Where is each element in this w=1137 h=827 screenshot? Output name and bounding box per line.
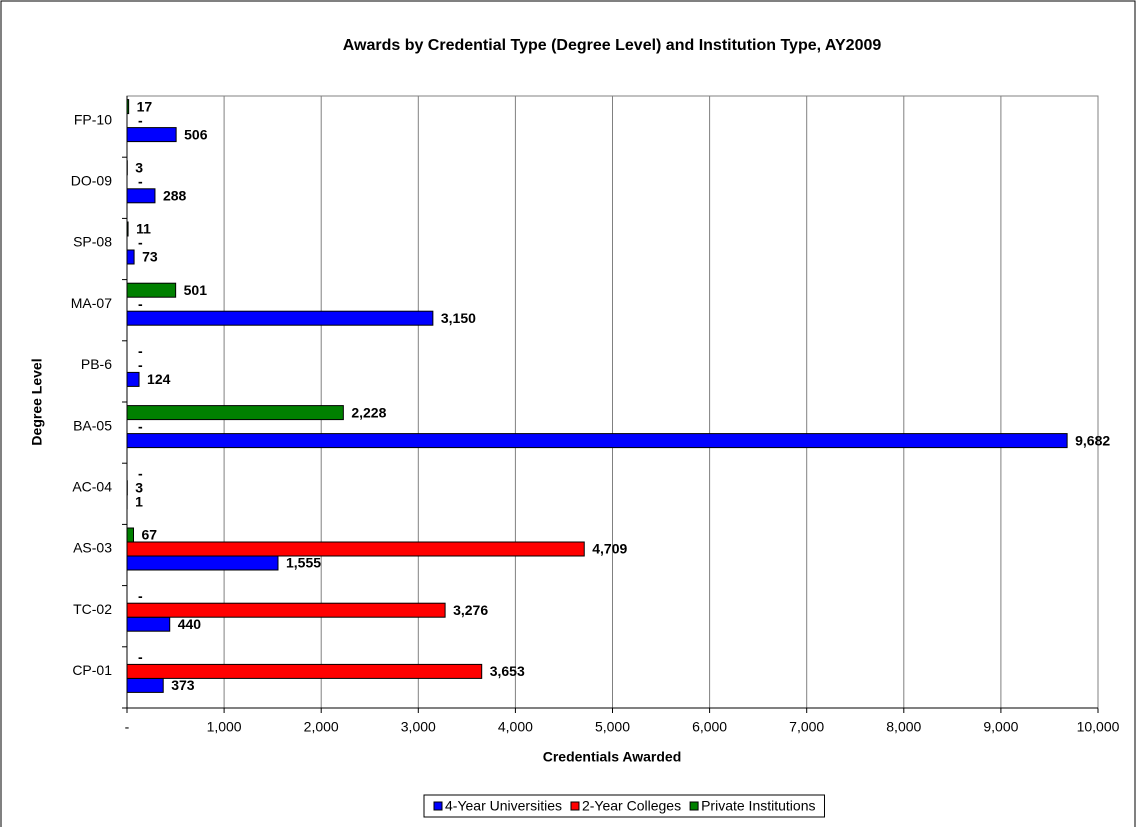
value-label: - (138, 357, 143, 373)
y-tick-label: FP-10 (74, 111, 112, 127)
x-tick-label: 7,000 (789, 719, 824, 735)
value-label: - (138, 588, 143, 604)
bar (126, 282, 177, 298)
value-label: 17 (137, 98, 153, 114)
value-label: 2,228 (351, 404, 386, 420)
y-tick-label: AS-03 (73, 540, 112, 556)
value-label: 3 (135, 480, 143, 496)
x-tick-label: 4,000 (498, 719, 533, 735)
bar (126, 602, 446, 618)
bar (126, 371, 140, 387)
value-label: 1 (135, 494, 143, 510)
value-label: 1,555 (286, 555, 321, 571)
bar (126, 405, 344, 421)
value-label: 124 (147, 371, 171, 387)
legend-swatch (689, 801, 699, 811)
value-label: 9,682 (1075, 432, 1110, 448)
legend-label: 4-Year Universities (445, 798, 562, 814)
y-tick-label: BA-05 (73, 417, 112, 433)
y-tick-label: DO-09 (71, 173, 112, 189)
legend-swatch (570, 801, 580, 811)
value-label: 3,653 (490, 663, 525, 679)
value-label: 3,276 (453, 602, 488, 618)
y-tick-label: CP-01 (72, 662, 112, 678)
bar (126, 249, 135, 265)
bar (126, 663, 483, 679)
x-tick-label: 6,000 (692, 719, 727, 735)
bar (126, 433, 1068, 449)
bar (126, 616, 171, 632)
value-label: 3 (135, 160, 143, 176)
x-tick-label: 8,000 (886, 719, 921, 735)
y-axis-title: Degree Level (29, 358, 45, 445)
y-tick-label: TC-02 (73, 601, 112, 617)
value-label: - (138, 174, 143, 190)
legend-swatch (433, 801, 443, 811)
bar (126, 310, 434, 326)
bar (126, 127, 177, 143)
bar (126, 677, 164, 693)
value-label: 506 (184, 126, 208, 142)
y-tick-label: PB-6 (81, 356, 112, 372)
x-tick-label: 10,000 (1077, 719, 1120, 735)
value-label: - (138, 112, 143, 128)
value-label: 4,709 (592, 541, 627, 557)
y-tick-label: SP-08 (73, 234, 112, 250)
value-label: - (138, 418, 143, 434)
value-label: 3,150 (441, 310, 476, 326)
value-label: - (138, 343, 143, 359)
x-tick-label: 2,000 (304, 719, 339, 735)
value-label: - (138, 235, 143, 251)
x-tick-label: - (125, 719, 130, 735)
legend-label: 2-Year Colleges (582, 798, 681, 814)
legend-box (423, 794, 825, 818)
value-label: 440 (178, 616, 202, 632)
value-label: 67 (142, 527, 158, 543)
y-tick-label: MA-07 (71, 295, 112, 311)
value-label: 373 (171, 677, 195, 693)
x-tick-label: 5,000 (595, 719, 630, 735)
value-label: 73 (142, 249, 158, 265)
value-label: 11 (136, 221, 151, 237)
bar (126, 541, 585, 557)
x-tick-label: 3,000 (401, 719, 436, 735)
value-label: - (138, 466, 143, 482)
value-label: 288 (163, 188, 187, 204)
bar (126, 527, 135, 543)
bar (126, 555, 279, 571)
value-label: - (138, 649, 143, 665)
legend-label: Private Institutions (701, 798, 815, 814)
x-axis-title: Credentials Awarded (543, 749, 682, 765)
value-label: - (138, 296, 143, 312)
x-tick-label: 9,000 (983, 719, 1018, 735)
value-label: 501 (184, 282, 208, 298)
y-tick-label: AC-04 (72, 479, 112, 495)
x-tick-label: 1,000 (207, 719, 242, 735)
chart-title: Awards by Credential Type (Degree Level)… (343, 37, 882, 54)
bar (126, 188, 156, 204)
